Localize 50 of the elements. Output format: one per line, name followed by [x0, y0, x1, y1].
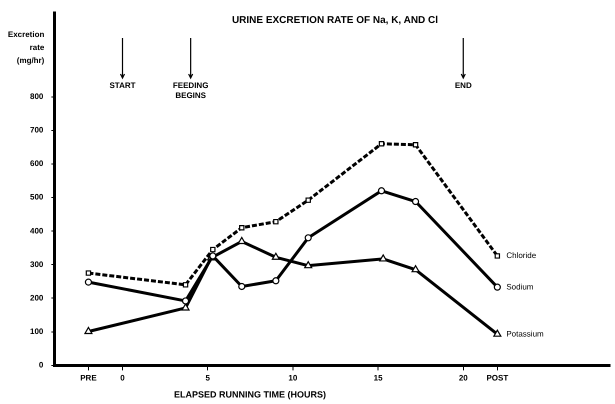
point	[84, 278, 92, 286]
chart-title: URINE EXCRETION RATE OF Na, K, AND Cl	[232, 14, 438, 26]
point	[412, 265, 420, 272]
point	[378, 141, 384, 146]
point	[412, 198, 420, 206]
y-tick-label: 200	[30, 293, 44, 302]
y-axis-title: Excretion rate (mg/hr)	[8, 30, 45, 66]
point	[378, 187, 386, 194]
y-tick-label: 600	[30, 159, 44, 168]
y-tick-label: 100	[30, 327, 44, 336]
x-tick-label: POST	[486, 373, 508, 382]
series-label: Potassium	[506, 329, 544, 338]
ref-line-label: START	[109, 81, 136, 90]
y-tick-label: 400	[30, 226, 44, 236]
y-tick-label: 700	[30, 126, 44, 135]
series-label: Sodium	[506, 282, 534, 292]
point	[182, 297, 190, 305]
y-tick-label: 300	[30, 260, 44, 269]
point	[210, 246, 216, 252]
x-tick-label: 20	[458, 373, 468, 382]
y-tick-label: 500	[30, 192, 44, 202]
y-tick-label: 0	[38, 360, 44, 370]
point	[273, 218, 279, 224]
ref-line-label: FEEDING BEGINS	[172, 81, 208, 100]
x-axis-title: ELAPSED RUNNING TIME (HOURS)	[174, 389, 326, 400]
x-tick-label: 15	[374, 373, 384, 382]
point	[306, 197, 311, 203]
series-label: Chloride	[506, 251, 537, 260]
point	[238, 282, 246, 290]
point	[84, 326, 92, 334]
point	[272, 252, 280, 260]
point	[181, 303, 190, 311]
x-tick-label: 5	[205, 373, 210, 382]
point	[304, 261, 312, 268]
point	[182, 282, 188, 288]
point	[86, 270, 92, 276]
point	[494, 284, 501, 291]
point	[304, 234, 312, 242]
point	[239, 224, 244, 230]
y-tick-label: 800	[30, 92, 44, 101]
point	[493, 330, 502, 337]
x-tick-label: 10	[288, 373, 298, 382]
x-tick-label: 0	[120, 373, 126, 382]
x-tick-label: PRE	[80, 373, 98, 382]
point	[272, 277, 280, 284]
ref-line-label: END	[454, 81, 472, 90]
point	[412, 142, 418, 148]
point	[494, 253, 500, 259]
point	[238, 236, 246, 244]
point	[209, 252, 216, 260]
